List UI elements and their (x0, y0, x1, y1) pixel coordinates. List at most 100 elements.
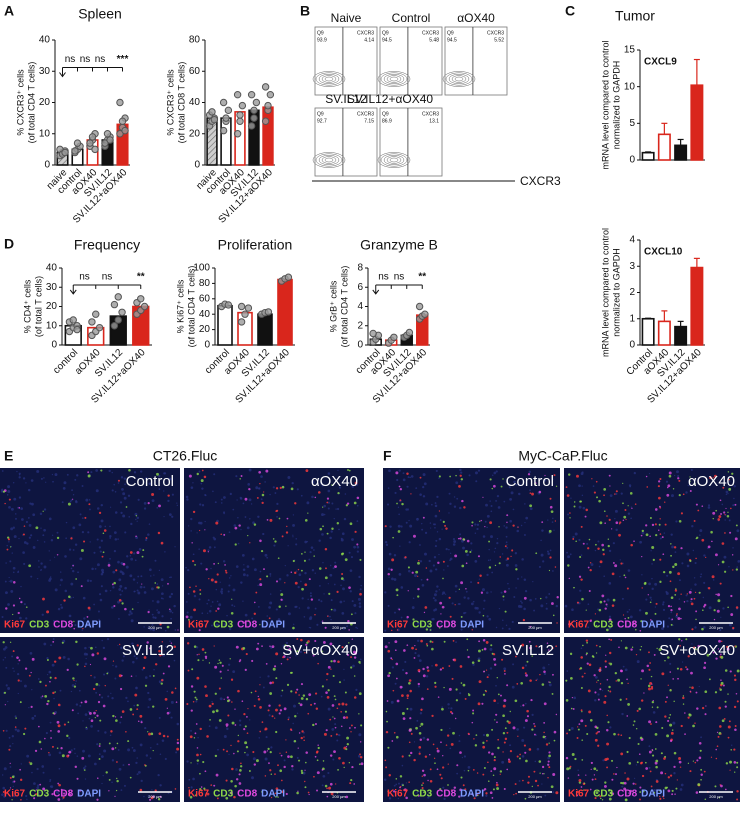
cell (658, 496, 661, 500)
cell (127, 494, 131, 497)
cell (219, 661, 222, 664)
cell (568, 622, 572, 626)
y-tick-label: 0 (194, 160, 200, 171)
cell (504, 727, 507, 730)
cell (504, 737, 508, 741)
cell (449, 747, 452, 750)
cell (431, 641, 434, 644)
data-point (284, 273, 293, 281)
cell (135, 535, 137, 538)
cell (275, 580, 279, 583)
cell (353, 783, 356, 785)
cell (99, 743, 101, 745)
cell (121, 590, 124, 592)
significance-label: *** (117, 54, 129, 65)
cell (681, 661, 684, 663)
cell (543, 702, 547, 706)
cell (156, 600, 160, 604)
cell (623, 781, 627, 785)
cell (463, 623, 466, 625)
cell (459, 506, 462, 510)
cell (442, 577, 444, 580)
cell (79, 789, 82, 792)
gate-value: 13.1 (429, 118, 439, 124)
cell (555, 485, 558, 488)
cell (588, 710, 592, 714)
cell (715, 657, 718, 660)
cell (346, 502, 350, 505)
cell (521, 601, 523, 604)
cell (580, 709, 583, 712)
cell (542, 735, 546, 739)
cell (414, 574, 418, 578)
cell (251, 557, 255, 561)
cell (171, 611, 174, 614)
cell (346, 625, 348, 628)
cell (452, 538, 456, 541)
cell (454, 584, 458, 588)
cell (102, 551, 105, 554)
cell (109, 534, 112, 538)
cell (460, 581, 464, 585)
cell (485, 641, 489, 644)
cell (12, 482, 15, 484)
panel-title: MyC-CaP.Fluc (518, 448, 607, 464)
cell (36, 469, 40, 473)
cell (81, 485, 84, 487)
cell (62, 796, 65, 799)
cell (140, 575, 143, 578)
cell (117, 479, 120, 482)
cell (426, 644, 429, 647)
stain-label: CD3 (29, 620, 49, 631)
cell (206, 735, 209, 738)
cell (543, 773, 545, 775)
cell (529, 492, 532, 494)
cell (662, 601, 665, 604)
cell (246, 732, 249, 735)
cell (43, 565, 47, 569)
cell (188, 618, 190, 621)
cell (269, 601, 273, 605)
cell (526, 709, 529, 713)
cell (233, 795, 236, 799)
cell (449, 615, 452, 618)
cell (735, 524, 738, 527)
cell (607, 789, 611, 792)
cell (493, 471, 497, 475)
cell (234, 708, 236, 710)
cell (283, 765, 286, 769)
cell (214, 580, 218, 584)
cell (497, 693, 500, 696)
cell (453, 540, 457, 543)
cell (96, 563, 100, 567)
y-tick-label: 4 (629, 235, 635, 246)
cell (676, 470, 679, 474)
stain-label: CD3 (593, 620, 613, 631)
y-tick-label: 0 (357, 340, 363, 351)
cell (467, 655, 470, 659)
cell (427, 779, 429, 782)
cell (471, 661, 475, 664)
cell (544, 474, 546, 477)
cell (495, 626, 498, 629)
cell (231, 721, 235, 725)
cell (392, 536, 394, 539)
cell (735, 692, 738, 695)
cell (59, 584, 62, 586)
cell (404, 660, 407, 664)
cell (176, 502, 178, 504)
cell (667, 776, 671, 779)
cell (503, 699, 507, 702)
cell (9, 787, 12, 789)
cell (553, 739, 556, 742)
cell (566, 732, 569, 735)
cell (533, 733, 536, 736)
cell (569, 517, 571, 519)
cell (321, 513, 324, 517)
cell (117, 749, 120, 751)
cell (636, 761, 639, 764)
cell (459, 537, 462, 540)
cell (695, 618, 697, 621)
cell (337, 768, 339, 771)
cell (251, 617, 254, 620)
